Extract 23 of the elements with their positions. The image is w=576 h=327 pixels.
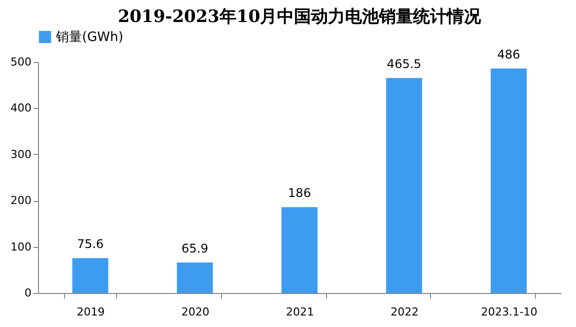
data-label: 65.9: [182, 242, 208, 256]
x-tick-label: 2022: [390, 306, 419, 318]
x-tick-label: 2019: [76, 306, 105, 318]
y-tick-label: 400: [10, 102, 32, 115]
y-tick-label: 200: [10, 194, 32, 208]
y-tick-label: 500: [10, 56, 32, 68]
y-tick-label: 0: [24, 286, 32, 300]
data-label: 486: [497, 47, 520, 62]
x-tick-label: 2020: [181, 306, 210, 318]
x-tick-label: 2023.1-10: [480, 306, 538, 318]
bar: [72, 258, 108, 293]
legend-label: 销量(GWh): [55, 30, 124, 45]
x-tick-label: 2021: [286, 306, 314, 318]
y-tick-label: 100: [10, 240, 32, 254]
data-label: 75.6: [76, 237, 104, 252]
y-tick-label: 300: [10, 148, 32, 161]
bar: [176, 262, 213, 293]
data-label: 186: [288, 186, 311, 200]
bar: [490, 68, 527, 293]
bar: [282, 207, 318, 293]
chart-title: 2019-2023年10月中国动力电池销量统计情况: [118, 7, 482, 27]
data-label: 465.5: [386, 56, 422, 71]
bar: [386, 78, 422, 293]
